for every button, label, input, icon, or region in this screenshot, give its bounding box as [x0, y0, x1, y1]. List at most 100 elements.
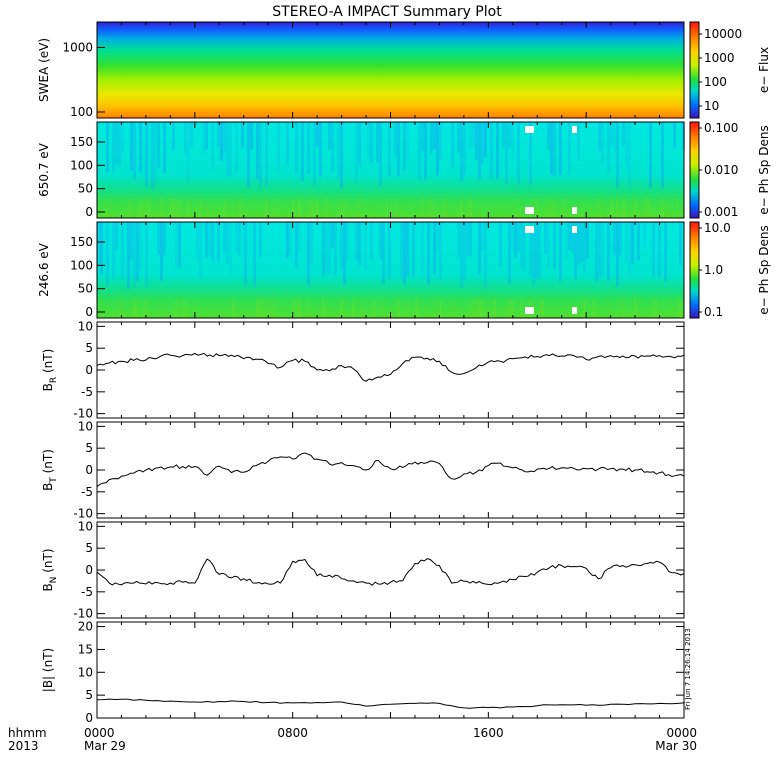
heatmap-texture — [421, 198, 424, 218]
heatmap-texture — [469, 298, 472, 318]
time-row-label-hhmm: hhmm — [8, 726, 47, 740]
y-tick-label: 0 — [85, 563, 93, 577]
heatmap-texture — [565, 222, 568, 258]
heatmap-texture — [205, 122, 208, 150]
colorbar-2-label: e− Ph Sp Dens — [757, 125, 771, 214]
data-gap — [525, 307, 534, 314]
heatmap-texture — [253, 222, 256, 287]
y-tick-label: 0 — [85, 711, 93, 725]
heatmap-texture — [130, 122, 133, 171]
panel-4-frame — [96, 321, 685, 419]
data-gap — [572, 307, 577, 314]
heatmap-texture — [160, 198, 163, 218]
heatmap-texture — [307, 298, 310, 318]
panel-6-series-line — [96, 558, 685, 586]
heatmap-texture — [373, 298, 376, 318]
heatmap-texture — [535, 198, 538, 218]
heatmap-texture — [157, 222, 160, 255]
heatmap-texture — [673, 122, 676, 148]
panel-5-line-plot: 10 5 0 -5 -10 BT (nT) — [41, 419, 685, 521]
heatmap-texture — [322, 298, 325, 318]
heatmap-texture — [382, 222, 385, 284]
heatmap-texture — [601, 122, 604, 164]
heatmap-texture — [610, 122, 613, 147]
heatmap-texture — [139, 122, 142, 173]
heatmap-texture — [307, 122, 310, 174]
panel-3-ylabel: 246.6 eV — [37, 242, 51, 297]
heatmap-texture — [274, 298, 277, 318]
heatmap-texture — [175, 298, 178, 318]
heatmap-texture — [217, 122, 220, 147]
panel-4-series-line — [96, 352, 685, 382]
colorbar-tick-label: 10.0 — [704, 221, 731, 235]
heatmap-texture — [238, 222, 241, 256]
heatmap-texture — [337, 122, 340, 178]
y-tick-label: 10 — [78, 319, 93, 333]
heatmap-texture — [628, 122, 631, 188]
heatmap-texture — [142, 198, 145, 218]
y-tick-label: 0 — [85, 205, 93, 219]
panel-5-series-line — [96, 452, 685, 487]
heatmap-texture — [385, 198, 388, 218]
heatmap-texture — [634, 298, 637, 318]
heatmap-texture — [646, 198, 649, 218]
heatmap-texture — [652, 222, 655, 277]
heatmap-texture — [325, 222, 328, 274]
y-tick-label: 15 — [78, 642, 93, 656]
heatmap-texture — [586, 222, 589, 259]
heatmap-texture — [115, 199, 118, 218]
heatmap-texture — [388, 222, 391, 280]
heatmap-texture — [607, 298, 610, 318]
heatmap-texture — [439, 122, 442, 161]
colorbar-tick-label: 10 — [704, 99, 719, 113]
heatmap-texture — [655, 298, 658, 318]
heatmap-texture — [514, 222, 517, 258]
y-tick-label: 150 — [70, 135, 93, 149]
heatmap-texture — [487, 298, 490, 318]
heatmap-texture — [463, 122, 466, 175]
heatmap-texture — [388, 122, 391, 176]
heatmap-texture — [484, 122, 487, 158]
heatmap-texture — [226, 198, 229, 218]
heatmap-texture — [130, 198, 133, 218]
heatmap-texture — [460, 122, 463, 182]
heatmap-texture — [193, 298, 196, 318]
heatmap-texture — [406, 222, 409, 277]
heatmap-texture — [355, 222, 358, 261]
heatmap-texture — [481, 222, 484, 251]
y-tick-label: 5 — [85, 341, 93, 355]
heatmap-texture — [277, 122, 280, 170]
panel-3-heatmap: 150 100 50 0 246.6 eV 10.0 1.0 0.1 e− Ph Sp Dens — [37, 221, 771, 319]
heatmap-texture — [250, 122, 253, 150]
heatmap-texture — [259, 122, 262, 189]
heatmap-texture — [478, 298, 481, 318]
y-tick-label: 0 — [85, 305, 93, 319]
heatmap-texture — [625, 122, 628, 167]
heatmap-texture — [298, 298, 301, 318]
heatmap-texture — [310, 222, 313, 265]
heatmap-texture — [622, 122, 625, 147]
heatmap-texture — [457, 222, 460, 258]
colorbar-2 — [689, 121, 700, 219]
heatmap-texture — [376, 198, 379, 218]
heatmap-texture — [226, 222, 229, 264]
heatmap-texture — [223, 198, 226, 218]
heatmap-texture — [508, 122, 511, 148]
heatmap-texture — [97, 222, 100, 264]
heatmap-texture — [331, 298, 334, 318]
heatmap-texture — [262, 298, 265, 318]
heatmap-texture — [331, 122, 334, 172]
heatmap-texture — [631, 222, 634, 264]
heatmap-texture — [469, 198, 472, 218]
heatmap-texture — [361, 298, 364, 318]
heatmap-texture — [562, 198, 565, 218]
heatmap-texture — [184, 122, 187, 154]
heatmap-texture — [325, 198, 328, 218]
heatmap-texture — [259, 222, 262, 258]
heatmap-texture — [397, 298, 400, 318]
heatmap-texture — [109, 198, 112, 218]
heatmap-texture — [601, 222, 604, 278]
heatmap-texture — [178, 222, 181, 268]
